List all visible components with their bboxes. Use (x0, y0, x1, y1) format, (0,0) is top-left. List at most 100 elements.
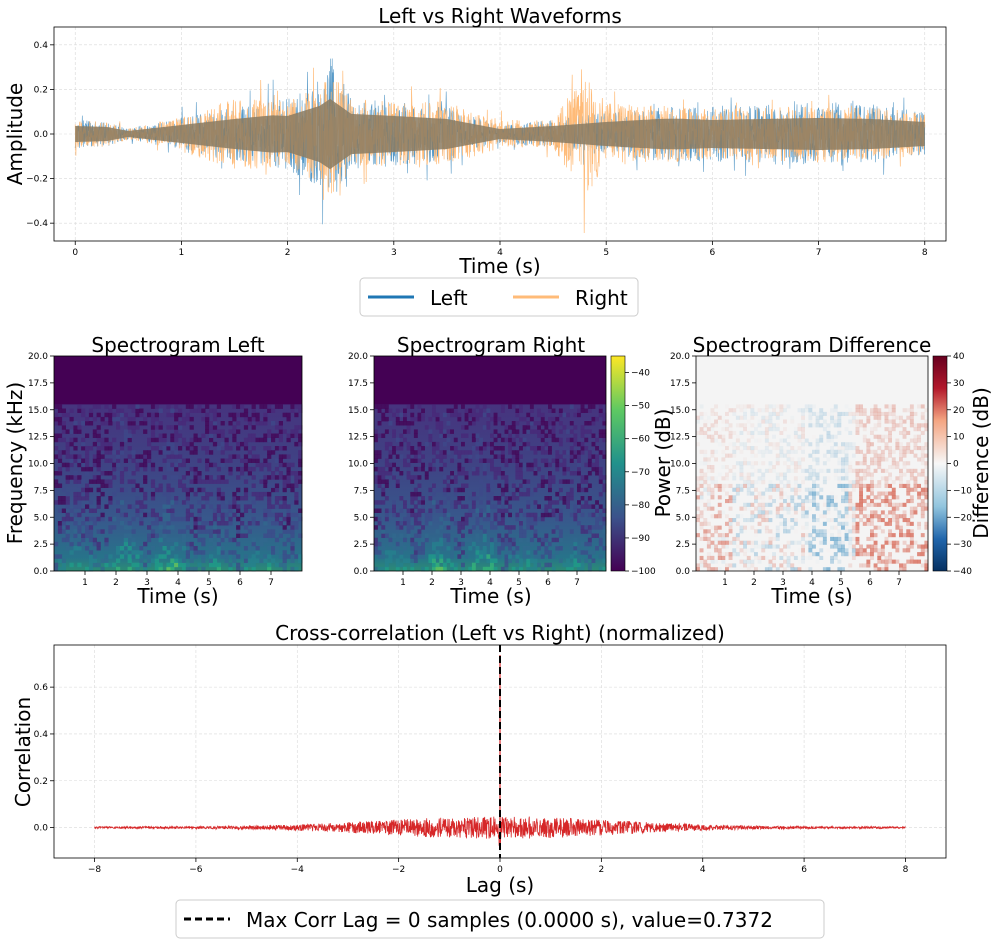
spec-cell (410, 404, 415, 409)
spec-cell (162, 546, 167, 551)
spec-diff-cell (884, 404, 889, 409)
spec-cell (73, 437, 78, 443)
spec-diff-cell (924, 423, 929, 428)
spec-diff-cell (804, 408, 809, 413)
spec-diff-cell (714, 567, 718, 572)
spec-cell (85, 496, 90, 501)
spec-cell (263, 404, 268, 409)
spec-diff-cell (797, 495, 802, 500)
xcorr-x-tick-label: 6 (801, 865, 807, 875)
spec-diff-cell (699, 536, 704, 541)
spec-cell (181, 475, 187, 480)
spec-cell (298, 558, 303, 563)
spec-cell (464, 412, 469, 418)
sr-y-tick-label: 10.0 (348, 460, 368, 470)
spec-diff-cell (880, 449, 885, 454)
spec-cell (392, 500, 396, 505)
spec-diff-cell (728, 430, 733, 435)
spec-diff-cell (909, 449, 914, 454)
spec-cell (201, 408, 206, 413)
spec-cell (193, 566, 198, 572)
spec-diff-cell (735, 514, 740, 519)
spec-diff-cell (783, 559, 787, 564)
spec-cell (551, 541, 556, 547)
spec-cell (127, 479, 132, 484)
spec-diff-cell (761, 408, 766, 413)
spec-cell (450, 550, 454, 555)
spec-cell (508, 541, 512, 547)
spec-diff-cell (710, 495, 715, 500)
spec-diff-cell (906, 483, 911, 488)
spec-diff-cell (717, 536, 722, 541)
spec-cell (294, 525, 299, 530)
spec-diff-cell (841, 468, 845, 473)
spec-cell (421, 541, 425, 547)
spec-cell (255, 550, 260, 555)
spec-cell (598, 412, 603, 418)
spec-cell (493, 471, 498, 476)
spec-cell (569, 546, 574, 551)
spec-diff-cell (812, 536, 816, 541)
spec-diff-cell (761, 555, 766, 560)
spec-cell (439, 541, 444, 547)
spec-diff-cell (816, 560, 820, 564)
spec-cell (112, 516, 117, 522)
spec-cell (598, 541, 603, 547)
spec-cell (205, 462, 210, 468)
difference-colorbar-tick-label: −40 (953, 567, 972, 577)
spec-cell (271, 521, 276, 526)
spec-cell (577, 462, 581, 468)
spec-cell (286, 508, 291, 513)
spec-cell (439, 566, 444, 572)
spec-cell (278, 521, 283, 526)
spec-diff-cell (830, 536, 834, 541)
spec-cell (519, 566, 523, 572)
spec-diff-cell (837, 536, 842, 541)
spec-diff-cell (902, 563, 907, 568)
spec-diff-cell (772, 434, 776, 439)
spec-cell (81, 437, 86, 443)
spec-cell (189, 541, 194, 547)
spec-cell (577, 500, 581, 505)
spec-diff-cell (696, 442, 700, 447)
spec-diff-cell (920, 446, 925, 451)
spec-diff-cell (855, 419, 860, 424)
spec-cell (482, 446, 487, 451)
spec-diff-cell (699, 404, 704, 409)
spec-diff-cell (732, 518, 737, 523)
spec-diff-cell (873, 434, 878, 439)
spec-diff-cell (924, 506, 929, 511)
spec-cell (209, 504, 214, 509)
spec-diff-cell (775, 411, 780, 416)
spec-cell (471, 446, 476, 451)
spec-cell (526, 487, 531, 493)
spec-diff-cell (870, 552, 874, 557)
spec-cell (61, 412, 66, 418)
spec-cell (197, 404, 202, 409)
spec-diff-cell (862, 468, 867, 473)
spec-cell (515, 475, 520, 480)
spec-diff-cell (721, 544, 726, 549)
spec-cell (410, 546, 415, 551)
spec-diff-cell (710, 408, 715, 413)
spec-cell (468, 529, 473, 534)
spec-cell (271, 471, 276, 476)
spec-cell (61, 500, 66, 505)
sl-y-tick-label: 0.0 (34, 567, 49, 577)
spec-cell (548, 562, 552, 568)
spec-cell (395, 558, 400, 563)
spec-cell (166, 504, 171, 509)
spec-diff-cell (913, 434, 918, 439)
spec-cell (150, 521, 156, 526)
spec-cell (181, 416, 187, 422)
spec-cell (61, 496, 66, 501)
sd-y-tick-label: 2.5 (676, 540, 690, 550)
spec-cell (85, 416, 90, 422)
spec-diff-cell (764, 434, 769, 439)
spec-diff-cell (837, 411, 842, 416)
spec-diff-cell (920, 514, 925, 519)
spec-diff-cell (844, 442, 849, 447)
spec-cell (432, 446, 436, 451)
spec-diff-cell (725, 544, 729, 549)
spec-diff-cell (848, 408, 852, 412)
